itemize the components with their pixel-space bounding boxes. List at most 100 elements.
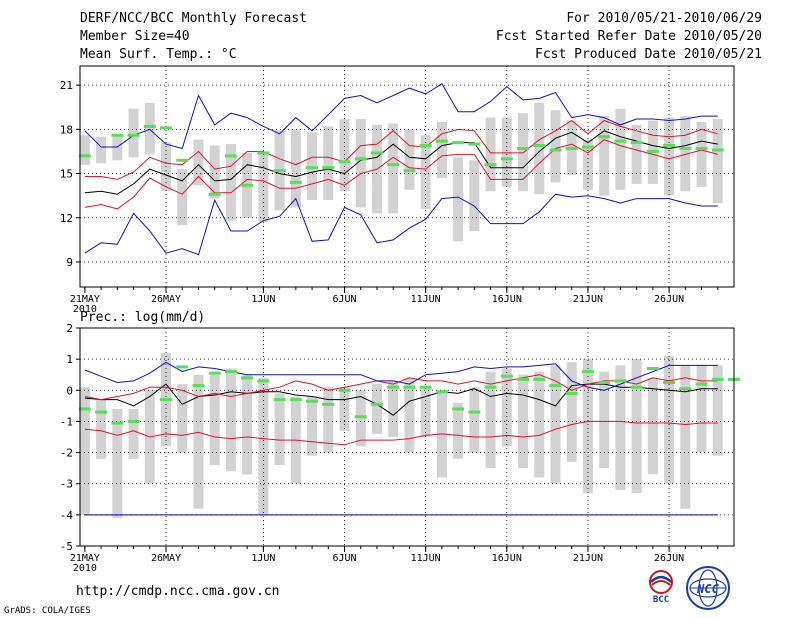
x-tick-label-1-5: 16JUN	[492, 553, 522, 564]
x-tick-label-1-6: 21JUN	[573, 553, 603, 564]
spread-bar-0-13	[290, 129, 301, 208]
x-tick-label-0-7: 26JUN	[654, 294, 684, 305]
member-marker-1-12	[289, 398, 302, 402]
x-tick-label-1-4: 11JUN	[411, 553, 441, 564]
spread-bar-0-9	[225, 144, 236, 221]
y-tick-label-1-3: -2	[60, 447, 73, 460]
member-marker-0-5	[176, 158, 189, 162]
member-marker-1-11	[273, 398, 286, 402]
spread-bar-0-24	[469, 160, 480, 232]
member-marker-1-37	[695, 382, 708, 386]
bcc-logo-text: BCC	[653, 595, 669, 604]
member-marker-1-25	[500, 374, 513, 378]
spread-bar-0-27	[518, 113, 529, 192]
spread-bar-1-18	[371, 384, 382, 434]
x-tick-label-0-5: 16JUN	[492, 294, 522, 305]
spread-bar-0-20	[404, 129, 415, 190]
spread-bar-0-17	[355, 119, 366, 208]
spread-bar-0-38	[696, 121, 707, 187]
member-marker-0-16	[370, 151, 383, 155]
header-left-line-2: Member Size=40	[80, 29, 190, 44]
spread-bar-0-8	[209, 145, 220, 199]
member-marker-0-37	[711, 148, 724, 152]
member-marker-0-28	[565, 147, 578, 151]
spread-bar-1-7	[193, 374, 204, 509]
series-line-0-2	[84, 139, 718, 210]
member-marker-1-35	[663, 381, 676, 384]
spread-bar-1-22	[436, 393, 447, 478]
member-marker-1-21	[435, 390, 448, 394]
spread-bar-0-2	[112, 135, 123, 161]
member-marker-1-29	[565, 391, 578, 395]
member-marker-0-2	[127, 133, 140, 137]
spread-bar-1-34	[631, 359, 642, 494]
spread-bar-1-28	[534, 371, 545, 478]
member-marker-0-9	[257, 151, 270, 155]
spread-bar-1-27	[518, 374, 529, 469]
member-marker-0-24	[500, 157, 513, 161]
member-marker-0-25	[517, 147, 530, 151]
y-tick-label-0-2: 15	[60, 168, 73, 181]
member-marker-0-4	[160, 126, 173, 130]
member-marker-0-19	[419, 144, 432, 148]
spread-bar-0-3	[128, 108, 139, 158]
header-left-line-3: Mean Surf. Temp.: °C	[80, 47, 237, 62]
x-tick-label-0-4: 11JUN	[411, 294, 441, 305]
member-marker-1-2	[111, 421, 124, 425]
ncc-logo: NCC	[684, 564, 732, 612]
member-marker-0-26	[533, 144, 546, 148]
y-tick-label-1-7: 2	[66, 322, 73, 335]
spread-bar-0-26	[501, 117, 512, 187]
y-tick-label-1-2: -3	[60, 478, 73, 491]
member-marker-1-15	[338, 388, 351, 392]
spread-bar-0-34	[631, 124, 642, 184]
member-marker-0-21	[452, 141, 465, 145]
spread-bar-0-39	[712, 119, 723, 204]
spread-bar-1-37	[680, 365, 691, 509]
spread-bar-1-1	[96, 399, 107, 459]
series-line-1-3	[84, 361, 718, 391]
member-marker-0-11	[289, 180, 302, 184]
member-marker-0-33	[646, 149, 659, 153]
x-year-label-0: 2010	[73, 304, 97, 315]
member-marker-0-35	[679, 147, 692, 151]
member-marker-0-29	[581, 145, 594, 149]
series-line-1-2	[84, 420, 718, 446]
member-marker-1-20	[419, 385, 432, 389]
member-marker-1-28	[549, 384, 562, 388]
header-right-line-3: Fcst Produced Date 2010/05/21	[535, 47, 762, 62]
member-marker-0-27	[549, 148, 562, 152]
temperature-panel: 9 12 15 18 21 21MAY 26MAY 1JUN 6JUN 11JUN 16JUN 21J…	[60, 65, 735, 315]
member-marker-1-8	[224, 370, 237, 374]
spread-bar-0-22	[436, 121, 447, 178]
member-marker-1-26	[517, 377, 530, 381]
member-marker-1-22	[452, 407, 465, 411]
y-tick-label-0-1: 12	[60, 212, 73, 225]
spread-bar-1-12	[274, 393, 285, 466]
header-right-line-1: For 2010/05/21-2010/06/29	[566, 11, 762, 26]
member-marker-0-7	[224, 154, 237, 158]
x-tick-label-1-7: 26JUN	[654, 553, 684, 564]
member-marker-1-24	[484, 385, 497, 389]
grads-credit: GrADS: COLA/IGES	[4, 606, 91, 616]
spread-bar-0-1	[96, 136, 107, 164]
spread-bar-1-32	[599, 371, 610, 469]
series-line-0-4	[84, 193, 718, 256]
member-marker-1-23	[468, 410, 481, 414]
spread-bar-0-29	[550, 110, 561, 183]
plot-frame-0	[79, 65, 735, 288]
spread-bar-1-24	[469, 387, 480, 453]
member-marker-1-0	[78, 407, 91, 411]
series-line-1-0	[84, 383, 718, 416]
x-tick-label-0-1: 26MAY	[151, 294, 181, 305]
spread-bar-1-8	[209, 374, 220, 466]
spread-bar-0-15	[323, 126, 334, 201]
spread-bar-1-20	[404, 377, 415, 453]
footer-url[interactable]: http://cmdp.ncc.cma.gov.cn	[76, 584, 280, 599]
spread-bar-0-37	[680, 116, 691, 192]
member-marker-1-5	[176, 365, 189, 369]
y-tick-label-1-1: -4	[60, 509, 74, 522]
spread-bar-1-0	[79, 387, 90, 515]
x-tick-label-0-3: 6JUN	[332, 294, 356, 305]
